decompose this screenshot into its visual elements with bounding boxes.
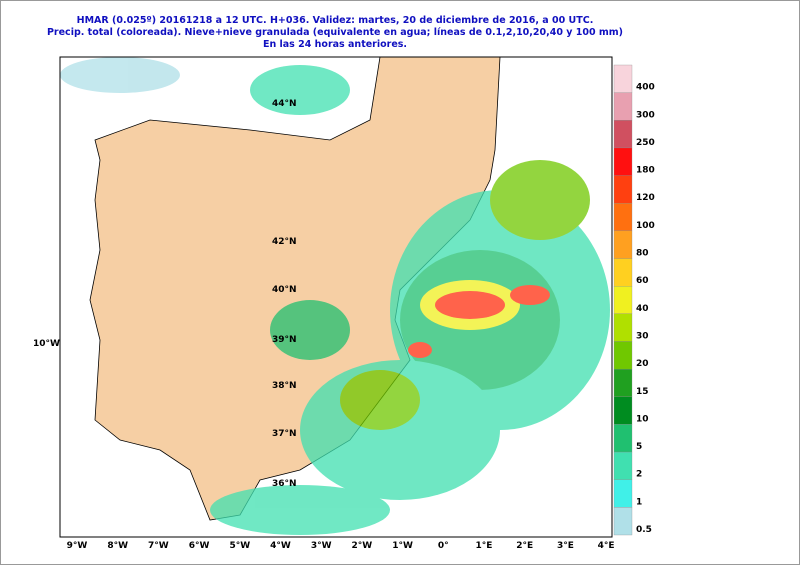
legend-swatch — [613, 120, 633, 149]
west-label: 10°W — [33, 339, 60, 349]
header-line: Precip. total (coloreada). Nieve+nieve g… — [47, 27, 623, 38]
header-line: HMAR (0.025º) 20161218 a 12 UTC. H+036. … — [77, 15, 594, 26]
legend-swatch — [613, 203, 633, 232]
legend-swatch — [613, 368, 633, 397]
legend-swatch — [613, 64, 633, 93]
legend-swatch — [613, 396, 633, 425]
latitude-label: 38°N — [272, 381, 297, 391]
legend-swatch — [613, 92, 633, 121]
legend-label: 2 — [636, 470, 642, 480]
latitude-label: 42°N — [272, 237, 297, 247]
longitude-label: 6°W — [189, 541, 210, 551]
legend-swatch — [613, 313, 633, 342]
longitude-label: 9°W — [67, 541, 88, 551]
legend-swatch — [613, 424, 633, 453]
legend-swatch — [613, 258, 633, 287]
legend-swatch — [613, 147, 633, 176]
legend-label: 250 — [636, 138, 655, 148]
precip — [60, 57, 610, 535]
map-border — [59, 56, 613, 538]
latitude-label: 37°N — [272, 429, 297, 439]
legend-label: 80 — [636, 249, 649, 259]
longitude-label: 3°W — [311, 541, 332, 551]
longitude-label: 2°W — [352, 541, 373, 551]
header-line: En las 24 horas anteriores. — [263, 39, 407, 50]
legend-label: 20 — [636, 359, 649, 369]
latitude-label: 44°N — [272, 99, 297, 109]
legend-label: 60 — [636, 276, 649, 286]
legend-swatch — [613, 175, 633, 204]
legend-label: 10 — [636, 414, 649, 424]
map — [59, 56, 613, 538]
legend-label: 5 — [636, 442, 642, 452]
longitude-label: 7°W — [148, 541, 169, 551]
legend-swatch — [613, 451, 633, 480]
legend-label: 15 — [636, 387, 649, 397]
longitude-label: 5°W — [229, 541, 250, 551]
longitude-label: 4°W — [270, 541, 291, 551]
legend-label: 40 — [636, 304, 649, 314]
longitude-label: 3°E — [557, 541, 574, 551]
legend-label: 120 — [636, 193, 655, 203]
legend-label: 180 — [636, 166, 655, 176]
legend-label: 400 — [636, 83, 655, 93]
longitude-label: 4°E — [598, 541, 615, 551]
longitude-label: 0° — [438, 541, 449, 551]
legend-label: 0.5 — [636, 525, 652, 535]
latitude-label: 39°N — [272, 335, 297, 345]
legend-swatch — [613, 286, 633, 314]
latitude-label: 36°N — [272, 479, 297, 489]
legend-swatch — [613, 507, 633, 536]
longitude-label: 8°W — [107, 541, 128, 551]
legend-label: 1 — [636, 497, 642, 507]
legend-swatch — [613, 230, 633, 259]
latitude-label: 40°N — [272, 285, 297, 295]
legend-label: 100 — [636, 221, 655, 231]
longitude-label: 1°W — [392, 541, 413, 551]
longitude-label: 2°E — [516, 541, 533, 551]
legend-swatch — [613, 341, 633, 370]
legend-swatch — [613, 479, 633, 508]
legend-label: 30 — [636, 331, 649, 341]
legend-label: 300 — [636, 110, 655, 120]
longitude-label: 1°E — [476, 541, 493, 551]
